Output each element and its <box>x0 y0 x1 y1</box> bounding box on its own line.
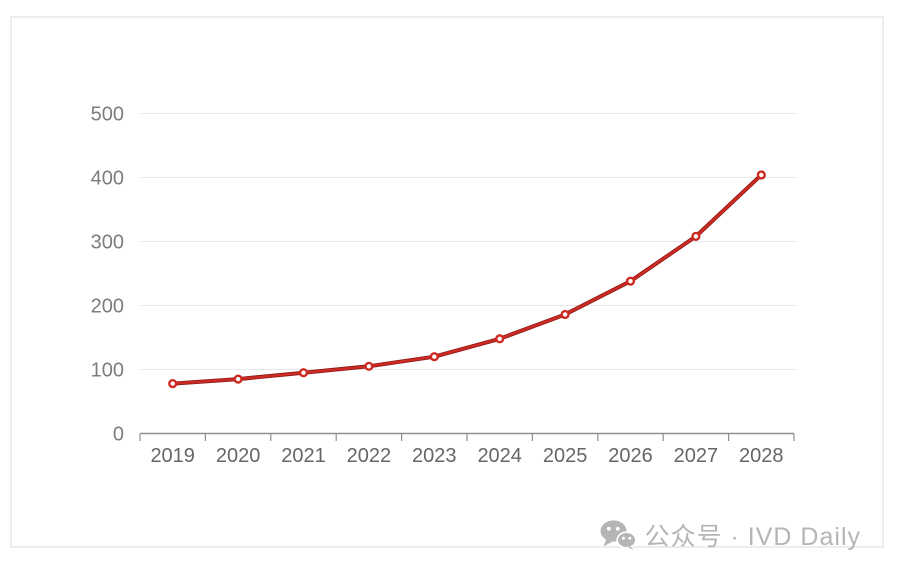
data-point-marker <box>429 352 439 362</box>
svg-text:2022: 2022 <box>347 445 392 467</box>
svg-text:2023: 2023 <box>412 445 457 467</box>
svg-text:500: 500 <box>91 104 124 126</box>
wechat-icon <box>600 520 636 550</box>
data-point-marker <box>233 374 243 384</box>
svg-text:400: 400 <box>91 168 124 190</box>
data-point-marker <box>756 170 766 180</box>
data-point-marker <box>560 309 570 320</box>
svg-text:2021: 2021 <box>281 445 326 467</box>
watermark: 公众号 · IVD Daily <box>600 517 861 553</box>
svg-text:2025: 2025 <box>543 445 588 467</box>
svg-text:2019: 2019 <box>150 445 195 467</box>
svg-text:300: 300 <box>91 232 124 254</box>
data-point-marker <box>298 368 309 378</box>
y-axis-labels: 0 100 200 300 400 500 <box>91 104 124 446</box>
series-markers <box>168 170 766 389</box>
svg-text:2020: 2020 <box>216 445 261 467</box>
svg-text:0: 0 <box>113 424 124 446</box>
svg-text:100: 100 <box>91 360 124 382</box>
data-point-marker <box>625 276 636 286</box>
series-line <box>170 172 764 386</box>
svg-text:2024: 2024 <box>477 445 522 467</box>
svg-text:2026: 2026 <box>608 445 653 467</box>
watermark-text: 公众号 · IVD Daily <box>644 523 861 551</box>
chart-frame <box>10 16 884 548</box>
svg-text:2027: 2027 <box>674 445 719 467</box>
data-point-marker <box>691 231 701 241</box>
svg-text:2028: 2028 <box>739 445 784 467</box>
data-point-marker <box>495 334 505 344</box>
x-axis-labels: 2019 2020 2021 2022 2023 2024 2025 2026 2027 2028 <box>150 445 783 467</box>
data-point-marker <box>364 361 374 371</box>
x-axis <box>139 432 795 441</box>
gridlines <box>140 113 797 370</box>
svg-text:200: 200 <box>91 296 124 318</box>
data-point-marker <box>168 378 178 389</box>
